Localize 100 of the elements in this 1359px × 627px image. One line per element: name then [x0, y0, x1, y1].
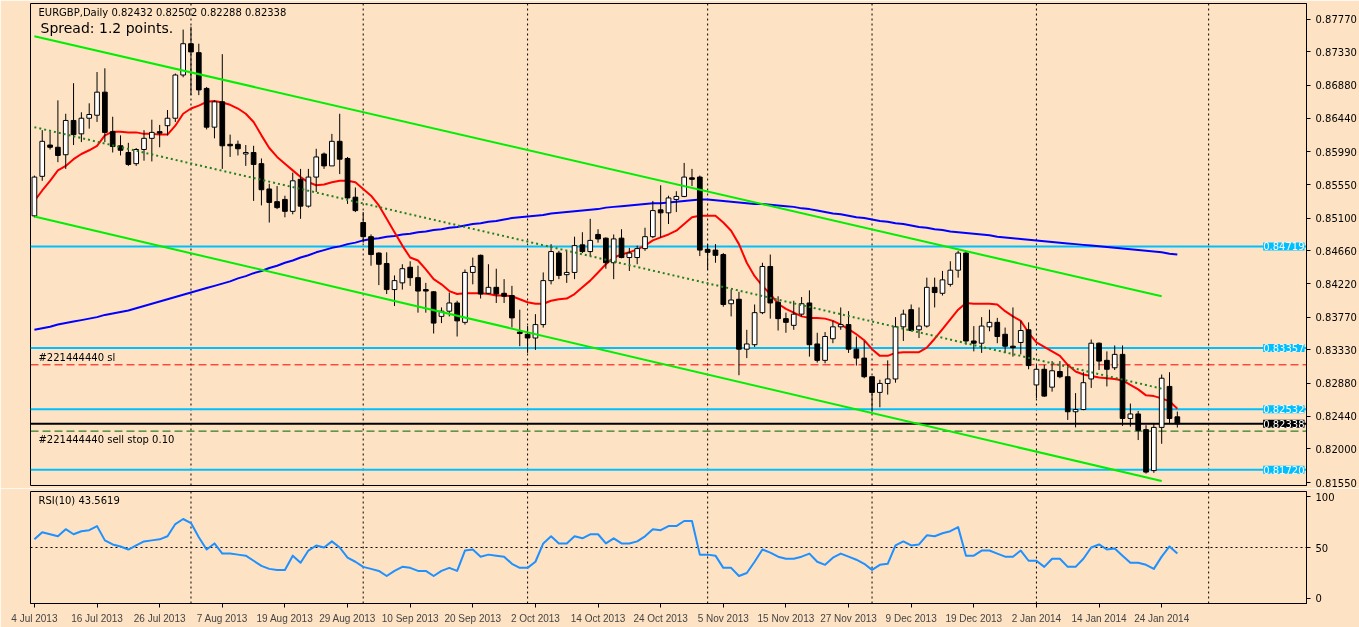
- candlestick: [595, 228, 601, 244]
- candlestick: [422, 282, 429, 314]
- candlestick: [728, 289, 734, 317]
- y-tick-label: 0.82440: [1315, 411, 1357, 423]
- x-tick-label: 9 Dec 2013: [885, 612, 938, 624]
- y-tick-label: 0.86880: [1315, 80, 1357, 92]
- candlestick: [376, 251, 382, 286]
- candlestick: [501, 278, 507, 304]
- x-tick-label: 20 Sep 2013: [444, 612, 502, 624]
- ref-line-label: #221444440 sell stop 0.10: [38, 434, 175, 446]
- candlestick: [634, 245, 641, 265]
- candlestick: [274, 185, 280, 210]
- candlestick: [454, 300, 460, 337]
- x-tick-label: 4 Jul 2013: [11, 612, 58, 624]
- y-tick-label: 0.83770: [1315, 312, 1357, 324]
- x-tick-label: 14 Oct 2013: [570, 612, 626, 624]
- candlestick: [109, 116, 116, 153]
- y-tick-label: 0.83330: [1315, 344, 1357, 356]
- candlestick: [853, 336, 860, 367]
- candlestick: [994, 317, 1001, 344]
- ref-line-label: 0.82532: [1263, 404, 1305, 416]
- x-tick-label: 2 Jan 2014: [1011, 612, 1062, 624]
- candlestick: [336, 113, 343, 175]
- x-tick-label: 2 Oct 2013: [510, 612, 561, 624]
- y-tick-label: 0.85550: [1315, 179, 1357, 191]
- candlestick: [164, 109, 171, 136]
- candlestick: [407, 260, 414, 287]
- candlestick: [877, 379, 883, 408]
- candlestick: [642, 227, 648, 252]
- candlestick: [743, 329, 750, 359]
- candlestick: [563, 250, 570, 284]
- candlestick: [313, 148, 320, 193]
- x-tick-label: 24 Oct 2013: [633, 612, 689, 624]
- candlestick: [509, 285, 515, 329]
- chart-title: RSI(10) 43.5619: [38, 494, 120, 506]
- y-tick-label: 0.84220: [1315, 278, 1357, 290]
- candlestick: [94, 71, 100, 123]
- candlestick: [516, 309, 523, 347]
- x-tick-label: 5 Nov 2013: [697, 612, 750, 624]
- candlestick: [1017, 320, 1024, 355]
- y-tick-label: 0.82000: [1315, 444, 1357, 455]
- ref-line-label: 0.81720: [1263, 464, 1305, 476]
- candlestick: [900, 309, 907, 342]
- candlestick: [86, 102, 93, 130]
- candlestick: [884, 359, 891, 396]
- candlestick: [861, 340, 868, 379]
- y-tick-label: 0.86440: [1315, 113, 1357, 125]
- line-series: [33, 517, 1179, 578]
- candlestick: [970, 325, 977, 352]
- candlestick: [227, 134, 233, 158]
- candlestick: [47, 131, 53, 151]
- ref-line-label: #221444440 sl: [38, 351, 116, 363]
- candlestick: [156, 124, 163, 148]
- candlestick: [1010, 306, 1016, 358]
- candlestick: [1057, 360, 1063, 379]
- x-tick-label: 29 Aug 2013: [319, 612, 376, 624]
- y-tick-label: 0.81550: [1315, 477, 1357, 489]
- candlestick: [242, 144, 249, 167]
- candlestick: [673, 190, 680, 213]
- candlestick: [790, 300, 797, 331]
- candlestick: [916, 306, 922, 339]
- candlestick: [814, 332, 821, 364]
- x-tick-label: 15 Nov 2013: [757, 612, 815, 624]
- candlestick: [148, 119, 155, 162]
- chart-title: EURGBP,Daily 0.82432 0.82502 0.82288 0.82338: [38, 6, 287, 18]
- y-tick-label: 0.87770: [1315, 14, 1357, 26]
- y-tick-label: 0.82880: [1315, 378, 1357, 390]
- candlestick: [955, 250, 961, 279]
- ref-line-label: 0.84719: [1263, 241, 1305, 253]
- x-tick-label: 24 Jan 2014: [1134, 612, 1190, 624]
- ref-line-label: 0.83357: [1263, 342, 1305, 354]
- candlestick: [55, 99, 61, 163]
- candlestick: [908, 303, 915, 332]
- candlestick: [235, 140, 241, 156]
- candlestick: [830, 320, 836, 344]
- candlestick: [1096, 341, 1102, 371]
- candlestick: [141, 129, 147, 162]
- candlestick: [1002, 327, 1008, 354]
- candlestick: [1104, 350, 1110, 387]
- candlestick: [775, 295, 781, 332]
- y-tick-label: 0.85990: [1315, 146, 1357, 158]
- y-tick-label: 0.85100: [1315, 213, 1357, 225]
- x-tick-label: 19 Aug 2013: [256, 612, 314, 624]
- candlestick: [657, 184, 664, 238]
- candlestick: [368, 233, 374, 267]
- text: Spread: 1.2 points.: [40, 19, 174, 36]
- candlestick: [822, 331, 828, 364]
- candlestick: [125, 142, 132, 167]
- candlestick: [947, 260, 954, 288]
- y-tick-label: 0: [1315, 593, 1322, 605]
- y-tick-label: 0.87330: [1315, 46, 1357, 58]
- candlestick: [610, 233, 617, 280]
- candlestick: [266, 183, 273, 224]
- y-tick-label: 50: [1315, 542, 1329, 554]
- y-tick-label: 0.84660: [1315, 245, 1357, 257]
- x-tick-label: 10 Sep 2013: [381, 612, 439, 624]
- candlestick: [587, 218, 594, 257]
- x-tick-label: 27 Nov 2013: [820, 612, 878, 624]
- candlestick: [415, 265, 421, 314]
- candlestick: [1111, 344, 1118, 371]
